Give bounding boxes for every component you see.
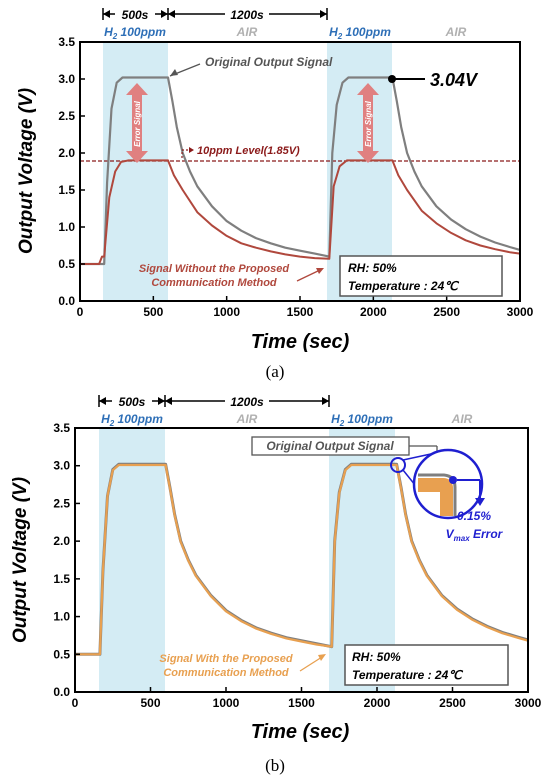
phase-header-b: 500s 1200s H2 100ppm AIR H2 100ppm AIR bbox=[98, 393, 473, 428]
temperature-label: Temperature : 24℃ bbox=[352, 668, 463, 682]
air-label-1: AIR bbox=[236, 412, 258, 426]
h2-label-1: H2 100ppm bbox=[101, 412, 163, 428]
y-tick-label: 1.5 bbox=[58, 183, 75, 197]
y-tick-label: 2.5 bbox=[53, 496, 70, 510]
y-axis-label-b: Output Voltage (V) bbox=[10, 477, 31, 643]
h2-label-2: H2 100ppm bbox=[331, 412, 393, 428]
with-method-label-1: Signal With the Proposed bbox=[159, 653, 292, 665]
series-line-2 bbox=[75, 463, 529, 656]
series-line-1 bbox=[80, 76, 521, 266]
x-tick-label: 1500 bbox=[287, 305, 314, 319]
x-tick-label: 3000 bbox=[515, 696, 542, 710]
x-tick-label: 500 bbox=[140, 696, 160, 710]
y-axis-label-a: Output Voltage (V) bbox=[16, 88, 37, 254]
x-tick-label: 1500 bbox=[288, 696, 315, 710]
duration-label-500: 500s bbox=[122, 8, 149, 22]
y-tick-label: 1.0 bbox=[58, 220, 75, 234]
h2-label-1: H2 100ppm bbox=[104, 25, 166, 41]
x-tick-label: 0 bbox=[77, 305, 84, 319]
x-tick-label: 3000 bbox=[507, 305, 534, 319]
axis-ticks-b: 0 500 1000 1500 2000 2500 3000 0.0 0.5 1.0 1.5 2.0 2… bbox=[53, 421, 541, 710]
y-tick-label: 3.0 bbox=[58, 72, 75, 86]
duration-label-500: 500s bbox=[119, 395, 146, 409]
zoom-source-circle bbox=[390, 457, 406, 473]
chart-a: 0 500 1000 1500 2000 2500 3000 0.0 0.5 1.0 1.5 2.0 2… bbox=[16, 6, 534, 353]
rh-label: RH: 50% bbox=[352, 650, 401, 664]
temperature-label: Temperature : 24℃ bbox=[348, 279, 459, 293]
y-tick-label: 1.5 bbox=[53, 572, 70, 586]
conditions-box bbox=[339, 255, 503, 297]
vmax-error-label: Vmax Error bbox=[446, 527, 504, 543]
original-signal-label: Original Output Signal bbox=[266, 439, 394, 453]
svg-text:Error Signal: Error Signal bbox=[133, 100, 142, 147]
series-group-b bbox=[75, 462, 529, 656]
annotations-a: Original Output Signal 3.04V Error Signa… bbox=[126, 55, 503, 297]
error-percent-label: 0.15% bbox=[457, 509, 491, 523]
series-group-a bbox=[80, 76, 521, 266]
error-signal-arrow-1: Error Signal bbox=[126, 83, 148, 163]
axis-ticks-a: 0 500 1000 1500 2000 2500 3000 0.0 0.5 1.0 1.5 2.0 2… bbox=[58, 35, 533, 319]
x-tick-label: 2000 bbox=[364, 696, 391, 710]
y-tick-label: 0.5 bbox=[58, 257, 75, 271]
shade-region-1 bbox=[99, 428, 165, 692]
phase-header-a: 500s 1200s H2 100ppm AIR H2 100ppm AIR bbox=[102, 6, 467, 41]
y-tick-label: 2.0 bbox=[53, 534, 70, 548]
x-tick-label: 2000 bbox=[360, 305, 387, 319]
air-label-2: AIR bbox=[445, 25, 467, 39]
x-tick-label: 1000 bbox=[213, 696, 240, 710]
svg-text:Error Signal: Error Signal bbox=[364, 100, 373, 147]
x-tick-label: 2500 bbox=[439, 696, 466, 710]
reference-level-label: 10ppm Level(1.85V) bbox=[197, 145, 300, 157]
error-signal-arrow-2: Error Signal bbox=[357, 83, 379, 163]
y-tick-label: 3.0 bbox=[53, 459, 70, 473]
zoom-detail-shape bbox=[418, 478, 453, 516]
x-axis-label-b: Time (sec) bbox=[251, 721, 350, 743]
x-tick-label: 500 bbox=[143, 305, 163, 319]
without-method-label-1: Signal Without the Proposed bbox=[139, 263, 290, 275]
y-tick-label: 3.5 bbox=[53, 421, 70, 435]
y-tick-label: 1.0 bbox=[53, 610, 70, 624]
y-tick-label: 0.5 bbox=[53, 647, 70, 661]
peak-voltage-label: 3.04V bbox=[430, 70, 479, 90]
series-line-2 bbox=[80, 159, 521, 265]
y-tick-label: 2.5 bbox=[58, 109, 75, 123]
without-method-label-2: Communication Method bbox=[151, 277, 277, 289]
air-label-1: AIR bbox=[236, 25, 258, 39]
y-tick-label: 3.5 bbox=[58, 35, 75, 49]
y-tick-label: 0.0 bbox=[53, 685, 70, 699]
x-tick-label: 1000 bbox=[213, 305, 240, 319]
x-axis-label-a: Time (sec) bbox=[251, 331, 350, 353]
rh-label: RH: 50% bbox=[348, 261, 397, 275]
duration-label-1200: 1200s bbox=[230, 8, 264, 22]
y-tick-label: 2.0 bbox=[58, 146, 75, 160]
x-tick-label: 0 bbox=[72, 696, 79, 710]
conditions-box bbox=[344, 644, 509, 686]
with-method-label-2: Communication Method bbox=[163, 667, 289, 679]
x-tick-label: 2500 bbox=[433, 305, 460, 319]
caption-a: (a) bbox=[265, 362, 285, 381]
annotations-b: Original Output Signal 0.15% Vmax Error … bbox=[159, 436, 509, 686]
y-tick-label: 0.0 bbox=[58, 294, 75, 308]
air-label-2: AIR bbox=[451, 412, 473, 426]
caption-b: (b) bbox=[265, 756, 285, 775]
original-signal-label: Original Output Signal bbox=[205, 55, 333, 69]
h2-label-2: H2 100ppm bbox=[329, 25, 391, 41]
chart-b: 0 500 1000 1500 2000 2500 3000 0.0 0.5 1.0 1.5 2.0 2… bbox=[10, 393, 542, 743]
duration-label-1200: 1200s bbox=[230, 395, 264, 409]
